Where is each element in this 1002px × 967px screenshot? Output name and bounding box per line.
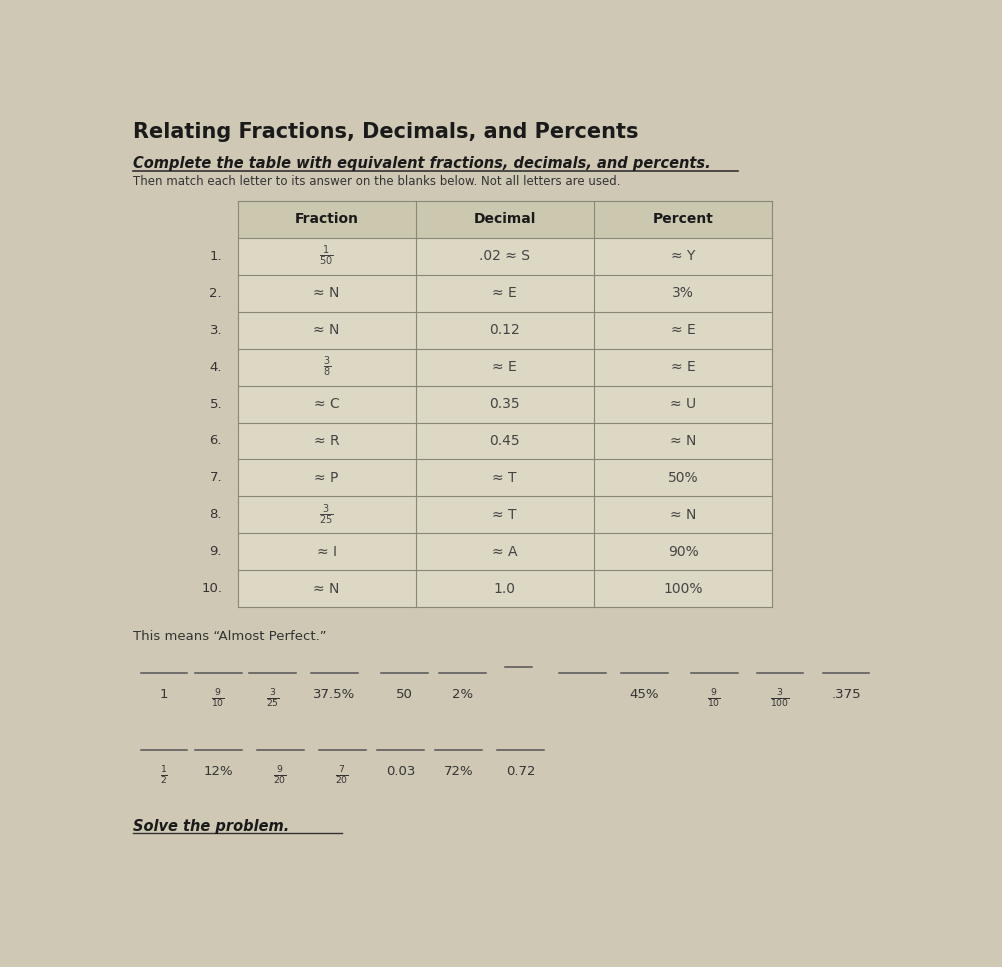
Text: Decimal: Decimal xyxy=(474,212,536,226)
Text: 0.12: 0.12 xyxy=(489,323,520,337)
Text: 8.: 8. xyxy=(209,509,222,521)
Text: ≈ N: ≈ N xyxy=(314,286,340,300)
Text: 0.35: 0.35 xyxy=(489,397,520,411)
Text: .375: .375 xyxy=(832,689,861,701)
Text: 90%: 90% xyxy=(667,544,698,559)
Text: ≈ C: ≈ C xyxy=(314,397,340,411)
Text: Solve the problem.: Solve the problem. xyxy=(133,819,290,835)
Text: 1.0: 1.0 xyxy=(494,582,516,596)
Text: 3.: 3. xyxy=(209,324,222,337)
Text: $\frac{1}{2}$: $\frac{1}{2}$ xyxy=(160,765,168,787)
Text: Fraction: Fraction xyxy=(295,212,359,226)
Text: Percent: Percent xyxy=(652,212,713,226)
Text: ≈ T: ≈ T xyxy=(492,508,517,522)
Text: 1.: 1. xyxy=(209,249,222,263)
Text: ≈ E: ≈ E xyxy=(670,323,695,337)
Text: ≈ R: ≈ R xyxy=(314,434,340,448)
Text: ≈ N: ≈ N xyxy=(314,582,340,596)
Text: Complete the table with equivalent fractions, decimals, and percents.: Complete the table with equivalent fract… xyxy=(133,156,710,171)
Text: 5.: 5. xyxy=(209,397,222,411)
Text: 50: 50 xyxy=(396,689,413,701)
Text: 1: 1 xyxy=(159,689,168,701)
Bar xyxy=(237,201,773,607)
Text: ≈ E: ≈ E xyxy=(670,360,695,374)
Text: ≈ A: ≈ A xyxy=(492,544,517,559)
Text: $\frac{9}{20}$: $\frac{9}{20}$ xyxy=(274,765,288,787)
Text: 45%: 45% xyxy=(629,689,659,701)
Text: $\frac{7}{20}$: $\frac{7}{20}$ xyxy=(336,765,349,787)
Text: This means “Almost Perfect.”: This means “Almost Perfect.” xyxy=(133,630,327,643)
Text: ≈ N: ≈ N xyxy=(314,323,340,337)
Text: 0.72: 0.72 xyxy=(506,765,535,778)
Text: 2.: 2. xyxy=(209,286,222,300)
Text: 6.: 6. xyxy=(209,434,222,448)
Text: Then match each letter to its answer on the blanks below. Not all letters are us: Then match each letter to its answer on … xyxy=(133,175,620,188)
Text: $\frac{9}{10}$: $\frac{9}{10}$ xyxy=(211,689,225,711)
Text: ≈ U: ≈ U xyxy=(670,397,696,411)
Text: 0.45: 0.45 xyxy=(489,434,520,448)
Text: ≈ I: ≈ I xyxy=(317,544,337,559)
Text: $\frac{3}{8}$: $\frac{3}{8}$ xyxy=(323,355,331,379)
Text: ≈ N: ≈ N xyxy=(670,434,696,448)
Text: 9.: 9. xyxy=(209,545,222,558)
Text: 0.03: 0.03 xyxy=(386,765,415,778)
Text: ≈ E: ≈ E xyxy=(492,286,517,300)
Text: 12%: 12% xyxy=(203,765,233,778)
Text: 10.: 10. xyxy=(201,582,222,596)
Text: 4.: 4. xyxy=(209,361,222,373)
Text: 3%: 3% xyxy=(672,286,694,300)
Text: ≈ T: ≈ T xyxy=(492,471,517,484)
Text: .02 ≈ S: .02 ≈ S xyxy=(479,249,530,263)
Text: ≈ Y: ≈ Y xyxy=(671,249,695,263)
Text: ≈ N: ≈ N xyxy=(670,508,696,522)
Text: 72%: 72% xyxy=(444,765,473,778)
Text: Relating Fractions, Decimals, and Percents: Relating Fractions, Decimals, and Percen… xyxy=(133,122,638,142)
Text: $\frac{9}{10}$: $\frac{9}{10}$ xyxy=(707,689,721,711)
Text: ≈ E: ≈ E xyxy=(492,360,517,374)
Text: $\frac{3}{25}$: $\frac{3}{25}$ xyxy=(266,689,280,711)
Text: $\frac{1}{50}$: $\frac{1}{50}$ xyxy=(320,244,334,269)
Text: $\frac{3}{100}$: $\frac{3}{100}$ xyxy=(771,689,790,711)
Text: 50%: 50% xyxy=(667,471,698,484)
Text: 2%: 2% xyxy=(452,689,473,701)
Text: ≈ P: ≈ P xyxy=(315,471,339,484)
Text: 37.5%: 37.5% xyxy=(314,689,356,701)
Text: 7.: 7. xyxy=(209,472,222,484)
Text: $\frac{3}{25}$: $\frac{3}{25}$ xyxy=(320,503,334,527)
Text: 100%: 100% xyxy=(663,582,702,596)
Bar xyxy=(237,201,773,238)
